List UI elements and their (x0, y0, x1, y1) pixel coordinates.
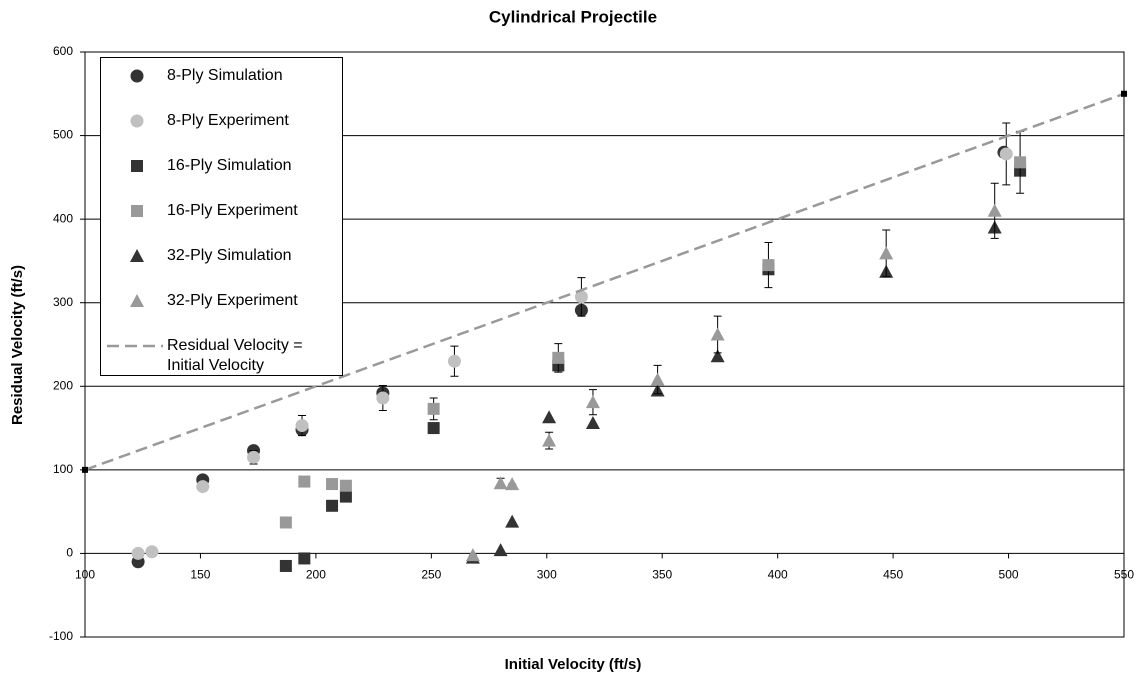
point (552, 351, 565, 364)
point (131, 205, 143, 217)
y-tick-label: 500 (53, 128, 73, 142)
legend-item: 16-Ply Experiment (101, 197, 342, 237)
point (585, 416, 600, 430)
legend-item: Residual Velocity = Initial Velocity (101, 332, 342, 374)
point (542, 410, 557, 424)
y-tick-label: -100 (49, 629, 73, 643)
point (131, 546, 145, 560)
y-axis-label: Residual Velocity (ft/s) (9, 265, 26, 425)
x-tick-label: 300 (537, 568, 557, 582)
point (339, 479, 352, 492)
legend-label: 8-Ply Experiment (167, 112, 289, 129)
point (505, 477, 520, 491)
legend-label: 16-Ply Simulation (167, 157, 292, 174)
point (542, 433, 557, 447)
point (427, 402, 440, 415)
chart-title: Cylindrical Projectile (489, 7, 657, 26)
point (326, 499, 339, 512)
y-tick-label: 600 (53, 44, 73, 58)
x-tick-label: 550 (1114, 568, 1134, 582)
point (650, 372, 665, 386)
reference-line (84, 92, 1125, 472)
legend-item: 8-Ply Experiment (101, 107, 342, 147)
point (987, 203, 1002, 217)
point (447, 354, 461, 368)
point (131, 160, 143, 172)
point (493, 476, 508, 490)
legend-swatch (130, 294, 144, 307)
legend-swatch (131, 205, 143, 217)
x-tick-label: 500 (999, 568, 1019, 582)
point (879, 246, 894, 260)
legend-label: 32-Ply Experiment (167, 292, 298, 309)
point (339, 490, 352, 503)
point (465, 548, 480, 562)
plot-border (84, 51, 1125, 638)
x-tick-label: 100 (75, 568, 95, 582)
point (585, 395, 600, 409)
x-tick-label: 350 (652, 568, 672, 582)
legend-swatch (131, 160, 143, 172)
legend-item: 16-Ply Simulation (101, 152, 342, 192)
point (493, 543, 508, 557)
point (247, 450, 261, 464)
legend-swatch (130, 249, 144, 262)
legend-item: 8-Ply Simulation (101, 62, 342, 102)
legend-label: 8-Ply Simulation (167, 67, 283, 84)
point (298, 475, 311, 488)
point (427, 422, 440, 435)
point (710, 349, 725, 363)
point (130, 294, 144, 307)
point (326, 478, 339, 491)
x-tick-label: 250 (421, 568, 441, 582)
point (130, 69, 144, 83)
legend-label: 32-Ply Simulation (167, 247, 292, 264)
legend-item: 32-Ply Simulation (101, 242, 342, 282)
y-tick-label: 0 (66, 546, 73, 560)
legend-swatch (130, 69, 144, 83)
x-tick-label: 150 (190, 568, 210, 582)
point (279, 516, 292, 529)
point (298, 552, 311, 565)
point (1014, 156, 1027, 169)
point (376, 391, 390, 405)
x-axis-label: Initial Velocity (ft/s) (505, 656, 642, 673)
point (279, 559, 292, 572)
x-tick-label: 200 (306, 568, 326, 582)
legend: 8-Ply Simulation 8-Ply Experiment 16-Ply S… (100, 57, 343, 376)
y-tick-label: 300 (53, 295, 73, 309)
point (130, 114, 144, 128)
point (762, 259, 775, 272)
legend-item: 32-Ply Experiment (101, 287, 342, 327)
y-tick-label: 400 (53, 211, 73, 225)
legend-swatch (130, 114, 144, 128)
point (574, 290, 588, 304)
point (999, 147, 1013, 161)
point (710, 327, 725, 341)
x-tick-label: 450 (883, 568, 903, 582)
line-end (1121, 90, 1127, 97)
legend-label: Residual Velocity = Initial Velocity (167, 337, 303, 374)
line-end (82, 466, 88, 473)
point (196, 480, 210, 494)
point (505, 514, 520, 528)
legend-swatch (107, 344, 163, 348)
point (295, 419, 309, 433)
point (130, 249, 144, 262)
x-tick-label: 400 (768, 568, 788, 582)
y-tick-label: 100 (53, 462, 73, 476)
legend-label: 16-Ply Experiment (167, 202, 298, 219)
point (145, 545, 159, 559)
y-tick-label: 200 (53, 378, 73, 392)
